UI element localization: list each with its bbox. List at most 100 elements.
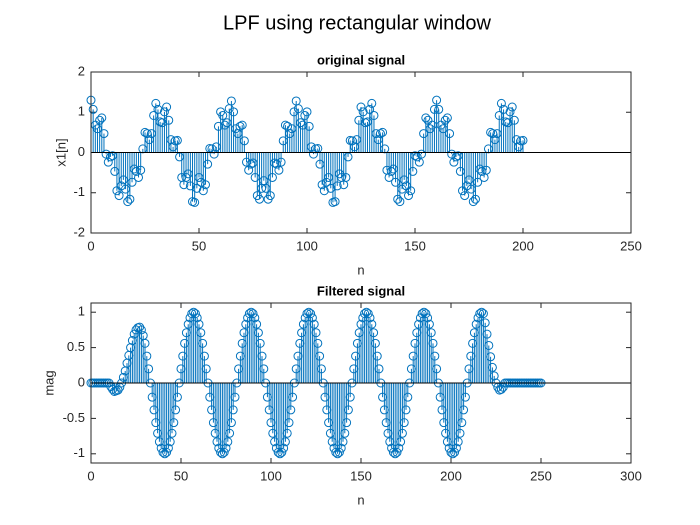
stem-marker	[308, 149, 318, 159]
stem-marker	[486, 127, 496, 137]
stem-marker	[442, 113, 452, 123]
stem-marker	[200, 180, 210, 190]
stem-marker	[135, 322, 145, 332]
x-tick-label: 50	[174, 468, 188, 483]
stem-marker	[140, 338, 150, 348]
stem-marker	[434, 104, 444, 114]
x-tick-label: 150	[350, 468, 372, 483]
stem-series	[86, 95, 528, 207]
stem-marker	[99, 129, 109, 139]
y-tick-label: 0	[78, 374, 85, 389]
stem-marker	[473, 177, 483, 187]
stem-marker	[505, 107, 515, 117]
axes-box	[90, 302, 632, 464]
stem-marker	[345, 392, 355, 402]
stem-marker	[103, 157, 113, 167]
stem-marker	[453, 437, 463, 447]
stem-marker	[394, 443, 404, 453]
stem-marker	[396, 437, 406, 447]
x-axis-label: n	[357, 262, 364, 277]
stem-marker	[430, 351, 440, 361]
x-tick-label: 50	[192, 238, 206, 253]
stem-marker	[280, 437, 290, 447]
y-axis-label: mag	[41, 370, 56, 395]
stem-marker	[136, 165, 146, 175]
stem-marker	[88, 104, 98, 114]
stem-marker	[257, 351, 267, 361]
stem-marker	[392, 447, 402, 457]
stem-marker	[313, 338, 323, 348]
stem-marker	[317, 180, 327, 190]
stem-marker	[423, 313, 433, 323]
stem-marker	[286, 405, 296, 415]
stem-marker	[316, 364, 326, 374]
stem-marker	[219, 447, 229, 457]
stem-marker	[470, 194, 480, 204]
stem-marker	[265, 191, 275, 201]
y-tick-label: -0.5	[63, 410, 85, 425]
x-tick-label: 200	[512, 238, 534, 253]
stem-marker	[309, 319, 319, 329]
stem-marker	[424, 319, 434, 329]
stem-marker	[487, 362, 497, 372]
stem-marker	[293, 104, 303, 114]
stem-marker	[274, 165, 284, 175]
stem-marker	[468, 197, 478, 207]
stem-marker	[226, 418, 236, 428]
stem-marker	[235, 121, 245, 131]
x-axis-label: n	[357, 492, 364, 507]
stem-marker	[172, 135, 182, 145]
stem-marker	[341, 172, 351, 182]
stem-marker	[421, 309, 431, 319]
stem-marker	[199, 351, 209, 361]
stem-marker	[97, 113, 107, 123]
stem-marker	[162, 102, 172, 112]
x-tick-label: 100	[296, 238, 318, 253]
stem-marker	[370, 338, 380, 348]
stem-marker	[428, 338, 438, 348]
stem-marker	[169, 418, 179, 428]
y-tick-label: 0.5	[67, 339, 85, 354]
stem-marker	[336, 443, 346, 453]
stem-marker	[259, 364, 269, 374]
stem-marker	[306, 309, 316, 319]
stem-marker	[393, 194, 403, 204]
stem-marker	[165, 437, 175, 447]
y-tick-label: -1	[73, 445, 85, 460]
stem-marker	[484, 340, 494, 350]
stem-marker	[230, 392, 240, 402]
stem-marker	[397, 428, 407, 438]
x-tick-label: 200	[440, 468, 462, 483]
stem-marker	[167, 428, 177, 438]
stem-marker	[445, 129, 455, 139]
stem-marker	[343, 405, 353, 415]
stem-marker	[399, 418, 409, 428]
x-tick-label: 0	[87, 238, 94, 253]
stem-marker	[460, 392, 470, 402]
stem-marker	[151, 98, 161, 108]
stem-marker	[162, 447, 172, 457]
stem-marker	[477, 166, 487, 176]
stem-marker	[198, 186, 208, 196]
stem-marker	[426, 328, 436, 338]
stem-marker	[340, 428, 350, 438]
x-tick-label: 100	[260, 468, 282, 483]
stem-marker	[164, 115, 174, 125]
stem-marker	[248, 309, 258, 319]
stem-marker	[125, 194, 135, 204]
stem-marker	[196, 328, 206, 338]
stem-marker	[95, 115, 105, 125]
stem-marker	[365, 104, 375, 114]
stem-marker	[489, 371, 499, 381]
x-tick-label: 250	[530, 468, 552, 483]
stem-marker	[192, 313, 202, 323]
stem-marker	[226, 96, 236, 106]
subplot: original signal n x1[n] 0 50 100 150 200 250 -2 -1…	[53, 52, 641, 277]
stem-marker	[250, 313, 260, 323]
stem-marker	[307, 313, 317, 323]
stem-marker	[455, 428, 465, 438]
stem-marker	[239, 136, 249, 146]
stem-marker	[267, 172, 277, 182]
stem-marker	[365, 313, 375, 323]
